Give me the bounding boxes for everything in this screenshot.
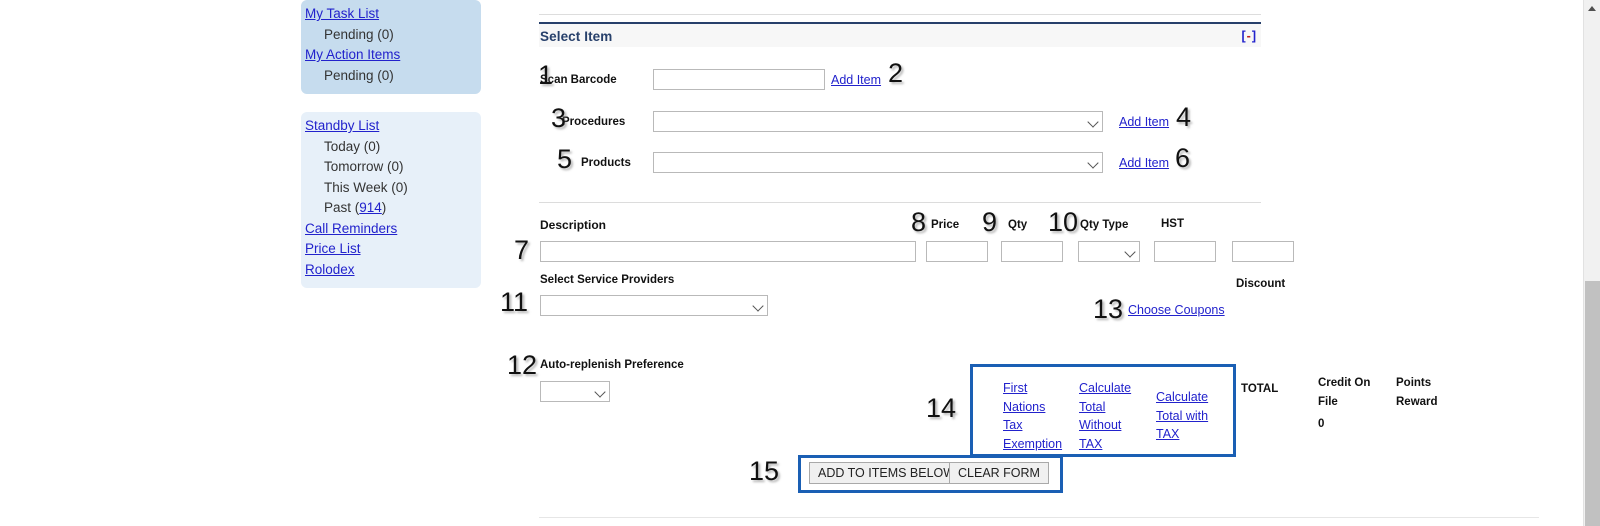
vertical-scrollbar[interactable]: [1583, 0, 1600, 526]
procedures-select[interactable]: [653, 111, 1103, 132]
sidebar-item-past: Past (914): [301, 198, 481, 219]
col-header-price: Price: [931, 219, 960, 231]
calculate-total-with-tax-link[interactable]: Calculate Total with TAX: [1156, 390, 1209, 441]
annotation-6: 6: [1175, 143, 1191, 173]
top-divider: [539, 14, 1261, 15]
sidebar-item-today: Today (0): [324, 138, 381, 154]
credit-on-file-block: Credit On File 0: [1318, 374, 1388, 430]
annotation-3: 3: [551, 103, 567, 133]
total-label: TOTAL: [1241, 383, 1279, 395]
col-header-hst: HST: [1161, 218, 1184, 230]
products-label: Products: [581, 157, 631, 169]
sidebar-item-rolodex[interactable]: Rolodex: [305, 261, 355, 277]
annotation-9: 9: [982, 207, 998, 237]
service-providers-label: Select Service Providers: [540, 274, 675, 286]
cutoff-previous-row: Schedule Appointments: [539, 0, 1259, 8]
past-suffix: ): [381, 200, 387, 215]
sidebar-item-task-pending: Pending (0): [324, 26, 394, 42]
triangle-up-icon: [1588, 6, 1596, 11]
add-item-barcode-link[interactable]: Add Item: [831, 73, 882, 87]
item-table-divider: [539, 202, 1261, 203]
annotation-10: 10: [1048, 207, 1079, 237]
annotation-1: 1: [538, 60, 554, 90]
bracket-close: ]: [1251, 29, 1257, 43]
calc-links-highlight-box: [970, 364, 1236, 457]
auto-replenish-select-wrap[interactable]: [540, 381, 610, 402]
add-item-products-link[interactable]: Add Item: [1119, 156, 1170, 170]
procedures-label: Procedures: [562, 116, 626, 128]
scroll-up-arrow-icon[interactable]: [1584, 0, 1600, 17]
action-buttons-highlight-box: [798, 455, 1063, 493]
auto-replenish-label: Auto-replenish Preference: [540, 359, 684, 371]
sidebar-item-my-task-list[interactable]: My Task List: [305, 6, 380, 21]
sidebar-item-action-pending: Pending (0): [324, 67, 394, 83]
past-count-link[interactable]: 914: [359, 200, 382, 215]
products-select-wrap[interactable]: [653, 152, 1103, 173]
discount-label: Discount: [1236, 278, 1286, 290]
annotation-8: 8: [911, 207, 927, 237]
service-providers-select[interactable]: [540, 295, 768, 316]
sidebar-item-price-list[interactable]: Price List: [305, 241, 361, 256]
col-header-qty-type: Qty Type: [1080, 219, 1129, 231]
credit-on-file-label: Credit On File: [1318, 377, 1371, 408]
credit-on-file-value: 0: [1318, 418, 1325, 430]
section-header-bar: Select Item [-]: [539, 22, 1261, 47]
sidebar-item-this-week: This Week (0): [324, 179, 408, 195]
bracket-open: [: [1241, 29, 1247, 43]
annotation-4: 4: [1176, 102, 1192, 132]
scrollbar-thumb[interactable]: [1585, 281, 1600, 526]
service-providers-select-wrap[interactable]: [540, 295, 768, 316]
first-nations-tax-exemption-link[interactable]: First Nations Tax Exemption: [1003, 381, 1063, 451]
page-title: Select Item: [540, 29, 613, 44]
hst-input[interactable]: [1154, 241, 1216, 262]
scan-barcode-label: Scan Barcode: [540, 74, 617, 86]
add-to-items-below-button[interactable]: ADD TO ITEMS BELOW: [809, 462, 965, 484]
scan-barcode-input[interactable]: [653, 69, 825, 90]
points-reward-block: Points Reward: [1396, 374, 1466, 418]
auto-replenish-select[interactable]: [540, 381, 610, 402]
procedures-select-wrap[interactable]: [653, 111, 1103, 132]
annotation-7: 7: [514, 235, 530, 265]
annotation-12: 12: [507, 350, 538, 380]
calculate-total-without-tax-link[interactable]: Calculate Total Without TAX: [1079, 381, 1132, 451]
qty-type-select[interactable]: [1078, 241, 1140, 262]
sidebar-group-tasks: My Task List Pending (0) My Action Items…: [301, 0, 481, 94]
products-select[interactable]: [653, 152, 1103, 173]
sidebar-item-tomorrow: Tomorrow (0): [324, 159, 404, 174]
annotation-2: 2: [888, 58, 904, 88]
choose-coupons-link[interactable]: Choose Coupons: [1128, 303, 1225, 317]
col-header-description: Description: [540, 218, 607, 232]
annotation-15: 15: [749, 456, 780, 486]
qty-type-select-wrap[interactable]: [1078, 241, 1140, 262]
annotation-11: 11: [500, 287, 529, 317]
past-label: Past (: [324, 200, 360, 215]
points-reward-label: Points Reward: [1396, 377, 1438, 408]
clear-form-button[interactable]: CLEAR FORM: [949, 462, 1049, 484]
qty-input[interactable]: [1001, 241, 1063, 262]
discount-input[interactable]: [1232, 241, 1294, 262]
left-sidebar: My Task List Pending (0) My Action Items…: [301, 0, 481, 288]
annotation-13: 13: [1093, 294, 1124, 324]
sidebar-gap: [301, 94, 481, 112]
annotation-5: 5: [557, 144, 573, 174]
price-input[interactable]: [926, 241, 988, 262]
sidebar-item-my-action-items[interactable]: My Action Items: [305, 47, 401, 62]
add-item-procedures-link[interactable]: Add Item: [1119, 115, 1170, 129]
annotation-14: 14: [926, 393, 957, 423]
col-header-qty: Qty: [1008, 219, 1028, 231]
sidebar-item-standby-list[interactable]: Standby List: [305, 118, 380, 133]
sidebar-item-call-reminders[interactable]: Call Reminders: [305, 220, 398, 236]
minus-icon: -: [1246, 29, 1252, 43]
collapse-section-toggle[interactable]: [-]: [1241, 29, 1257, 43]
sidebar-group-standby: Standby List Today (0) Tomorrow (0) This…: [301, 112, 481, 288]
description-input[interactable]: [540, 241, 916, 262]
bottom-divider: [539, 517, 1539, 518]
